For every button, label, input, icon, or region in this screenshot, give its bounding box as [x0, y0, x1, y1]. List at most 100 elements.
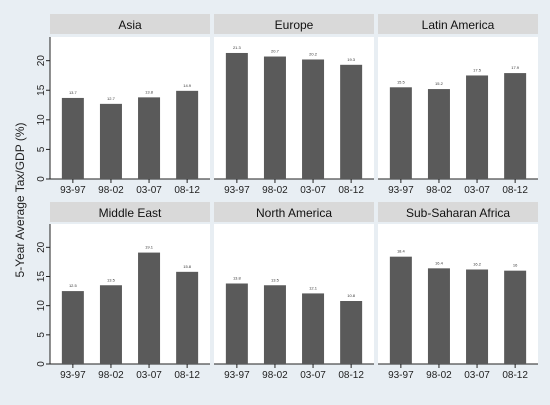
y-tick-label: 5	[36, 332, 47, 338]
panel-header-latin-america	[378, 14, 538, 34]
data-label: 19.3	[347, 57, 356, 62]
panel-header-sub-saharan-africa	[378, 202, 538, 222]
x-tick-label: 03-07	[136, 185, 162, 196]
data-label: 20.7	[271, 49, 280, 54]
bar-latin-america-03-07	[466, 75, 489, 179]
y-tick-label: 20	[36, 55, 47, 67]
panel-header-asia	[50, 14, 210, 34]
bar-middle-east-03-07	[138, 252, 161, 364]
panel-header-europe	[214, 14, 374, 34]
bar-asia-93-97	[61, 97, 84, 179]
panel-middle-east: Middle East 0 5 10 15 20 12.5 93-97 13.5 98-02 19.…	[36, 202, 210, 381]
data-label: 16.2	[473, 262, 482, 267]
data-label: 12.5	[69, 283, 78, 288]
bar-europe-98-02	[263, 56, 286, 179]
data-label: 15.2	[435, 81, 444, 86]
x-tick-label: 93-97	[388, 185, 414, 196]
data-label: 14.9	[183, 83, 192, 88]
bar-middle-east-08-12	[176, 271, 199, 364]
data-label: 13.8	[145, 89, 154, 94]
bar-north-america-08-12	[340, 301, 363, 364]
x-tick-label: 08-12	[338, 185, 364, 196]
data-label: 17.9	[511, 65, 520, 70]
y-tick-label: 0	[36, 176, 47, 182]
y-tick-label: 20	[36, 241, 47, 253]
panel-north-america: North America 13.8 93-97 13.5 98-02 12.1 03-07…	[214, 202, 374, 381]
panel-asia: Asia 0 5 10 15 20 13.7 93-97 12.7 98-02 13.8 03-07 1…	[36, 14, 210, 196]
x-tick-label: 93-97	[60, 185, 86, 196]
data-label: 15.5	[397, 79, 406, 84]
x-tick-label: 03-07	[136, 370, 162, 381]
bar-asia-03-07	[138, 97, 161, 179]
y-tick-label: 15	[36, 84, 47, 96]
x-tick-label: 93-97	[60, 370, 86, 381]
data-label: 16.4	[435, 260, 444, 265]
x-tick-label: 98-02	[426, 185, 452, 196]
data-label: 21.3	[233, 45, 242, 50]
panel-header-north-america	[214, 202, 374, 222]
y-tick-label: 10	[36, 114, 47, 126]
y-tick-label: 15	[36, 271, 47, 283]
panel-title-middle-east: Middle East	[99, 206, 162, 220]
y-tick-label: 10	[36, 300, 47, 312]
x-tick-label: 93-97	[224, 185, 250, 196]
x-tick-label: 03-07	[464, 185, 490, 196]
data-label: 18.4	[397, 249, 406, 254]
bar-north-america-98-02	[263, 285, 286, 364]
x-tick-label: 98-02	[98, 370, 124, 381]
bar-asia-08-12	[176, 90, 199, 179]
x-tick-label: 08-12	[174, 185, 200, 196]
x-tick-label: 98-02	[426, 370, 452, 381]
panel-europe: Europe 21.3 93-97 20.7 98-02 20.2 03-07 19.3 08-…	[214, 14, 374, 196]
data-label: 19.1	[145, 245, 154, 250]
panel-title-latin-america: Latin America	[422, 18, 495, 32]
data-label: 17.5	[473, 67, 482, 72]
x-tick-label: 08-12	[502, 370, 528, 381]
y-tick-label: 0	[36, 361, 47, 367]
x-tick-label: 98-02	[98, 185, 124, 196]
bar-europe-08-12	[340, 64, 363, 179]
y-axis-label: 5-Year Average Tax/GDP (%)	[13, 123, 27, 278]
x-tick-label: 03-07	[300, 370, 326, 381]
bar-latin-america-08-12	[504, 73, 527, 179]
data-label: 12.7	[107, 96, 116, 101]
bar-asia-98-02	[99, 103, 122, 179]
x-tick-label: 93-97	[224, 370, 250, 381]
panel-sub-saharan-africa: Sub-Saharan Africa 18.4 93-97 16.4 98-02 16.2…	[378, 202, 538, 381]
data-label: 13.5	[271, 277, 280, 282]
data-label: 13.5	[107, 277, 116, 282]
panel-header-middle-east	[50, 202, 210, 222]
bar-middle-east-93-97	[61, 291, 84, 364]
bar-sub-saharan-africa-08-12	[504, 270, 527, 364]
x-tick-label: 03-07	[464, 370, 490, 381]
y-tick-label: 5	[36, 146, 47, 152]
x-tick-label: 98-02	[262, 185, 288, 196]
data-label: 13.8	[233, 276, 242, 281]
panel-title-north-america: North America	[256, 206, 332, 220]
bar-sub-saharan-africa-98-02	[427, 268, 450, 364]
x-tick-label: 93-97	[388, 370, 414, 381]
x-tick-label: 98-02	[262, 370, 288, 381]
bar-sub-saharan-africa-03-07	[466, 269, 489, 364]
bar-europe-03-07	[302, 59, 325, 179]
data-label: 10.8	[347, 293, 356, 298]
data-label: 12.1	[309, 285, 318, 290]
panel-title-europe: Europe	[275, 18, 314, 32]
x-tick-label: 08-12	[338, 370, 364, 381]
x-tick-label: 08-12	[502, 185, 528, 196]
x-tick-label: 08-12	[174, 370, 200, 381]
bar-latin-america-93-97	[389, 87, 412, 179]
data-label: 15.8	[183, 264, 192, 269]
panel-latin-america: Latin America 15.5 93-97 15.2 98-02 17.5 03-07…	[378, 14, 538, 196]
bar-middle-east-98-02	[99, 285, 122, 364]
bar-north-america-03-07	[302, 293, 325, 364]
data-label: 20.2	[309, 51, 318, 56]
bar-europe-93-97	[225, 52, 248, 179]
x-tick-label: 03-07	[300, 185, 326, 196]
bar-north-america-93-97	[225, 283, 248, 364]
data-label: 13.7	[69, 90, 78, 95]
panel-title-sub-saharan-africa: Sub-Saharan Africa	[406, 206, 510, 220]
bar-latin-america-98-02	[427, 89, 450, 179]
